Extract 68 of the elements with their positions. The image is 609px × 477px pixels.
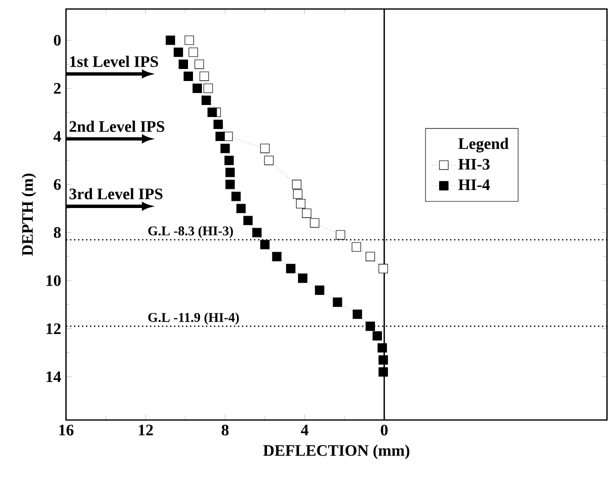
y-tick-label: 4 [54, 131, 61, 142]
point [208, 108, 217, 118]
point [166, 36, 176, 45]
point [204, 84, 213, 93]
point [184, 36, 194, 45]
y-axis-title: DEPTH (m) [22, 174, 36, 256]
legend-label: HI-4 [458, 179, 490, 190]
point [314, 286, 324, 295]
x-tick-label: 12 [138, 424, 153, 436]
point [366, 252, 375, 262]
point [378, 343, 387, 353]
point [231, 192, 241, 202]
point [225, 180, 235, 190]
point [298, 274, 308, 283]
annotation: 2nd Level IPS [70, 120, 164, 132]
point [202, 96, 211, 105]
y-tick-label: 6 [54, 179, 61, 190]
point [260, 240, 270, 250]
point [184, 72, 193, 81]
point [332, 298, 342, 307]
point [272, 252, 282, 262]
point [378, 355, 388, 365]
point [252, 228, 262, 238]
x-tick-label: 8 [222, 424, 229, 436]
point [302, 208, 312, 218]
ref-line-label: G.L -8.3 (HI-3) [148, 226, 233, 238]
point [174, 48, 184, 57]
legend-label: HI-3 [458, 158, 490, 170]
point [352, 242, 362, 252]
point [236, 204, 246, 214]
point [200, 72, 209, 81]
legend-title: Legend [458, 138, 509, 152]
point [194, 60, 204, 69]
annotation: 1st Level IPS [70, 56, 158, 67]
point [243, 216, 253, 226]
point [292, 180, 302, 190]
point [260, 144, 270, 154]
point [352, 310, 362, 319]
y-tick-label: 8 [54, 227, 61, 238]
point [213, 120, 223, 130]
x-axis-title: DEFLECTION (mm) [263, 444, 410, 460]
point [372, 331, 382, 341]
annotation: 3rd Level IPS [70, 188, 162, 200]
ref-line-label: G.L -11.9 (HI-4) [148, 312, 239, 325]
point [192, 84, 202, 93]
point [220, 144, 230, 154]
x-tick-label: 16 [59, 424, 74, 436]
point [264, 156, 274, 166]
point [378, 264, 388, 274]
y-tick-label: 10 [46, 275, 61, 286]
point [366, 322, 375, 331]
point [286, 264, 296, 274]
point [378, 367, 388, 377]
y-tick-label: 12 [46, 323, 61, 334]
point [224, 156, 234, 166]
point [225, 168, 235, 178]
point [336, 230, 346, 240]
x-tick-label: 4 [300, 424, 308, 436]
x-tick-label: 0 [380, 424, 388, 436]
point [215, 132, 225, 142]
point [293, 189, 302, 199]
point [188, 48, 198, 57]
point [178, 60, 188, 69]
y-tick-label: 2 [54, 83, 61, 94]
point [310, 218, 320, 228]
y-tick-label: 14 [46, 371, 61, 382]
point [296, 199, 306, 208]
y-tick-label: 0 [54, 34, 61, 46]
